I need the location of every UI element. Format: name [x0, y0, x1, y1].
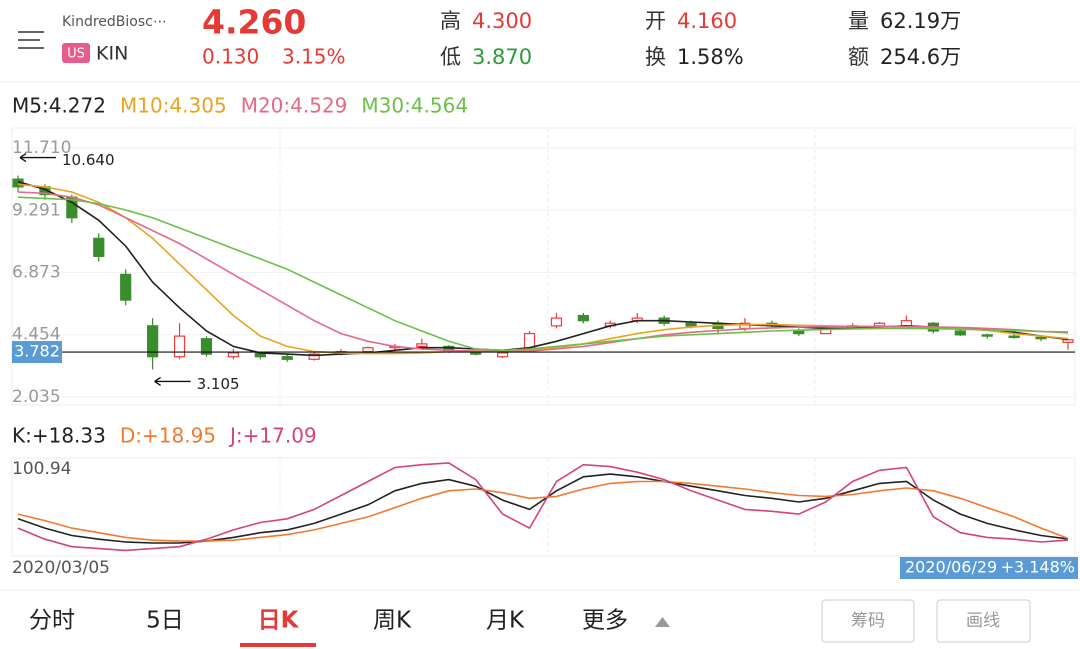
- button-frame[interactable]: [821, 599, 915, 643]
- annotation-arrow: [154, 376, 191, 387]
- tab[interactable]: 日K: [258, 608, 300, 634]
- legend-entry: M20:4.529: [241, 94, 348, 118]
- y-tick-label: 4.454: [12, 325, 61, 345]
- candle-body: [981, 334, 993, 337]
- candle-body: [793, 330, 805, 335]
- series-line: [17, 480, 1069, 542]
- candle-body: [120, 273, 132, 301]
- annotation-label: 3.105: [197, 375, 240, 393]
- button-frame[interactable]: [936, 599, 1031, 643]
- candle-body: [497, 352, 509, 358]
- legend-entry: J:+17.09: [228, 424, 317, 448]
- candle-body: [1035, 336, 1047, 340]
- tab[interactable]: 5日: [146, 608, 184, 634]
- candle-body: [281, 356, 293, 360]
- tab[interactable]: 更多: [582, 608, 628, 634]
- candle-body: [308, 353, 320, 360]
- candle-body: [1062, 339, 1074, 343]
- candle-body: [550, 317, 563, 327]
- legend-entry: M10:4.305: [120, 94, 227, 118]
- y-tick-label: 11.710: [12, 138, 71, 158]
- candle-body: [416, 343, 428, 348]
- stat-label: 换: [645, 45, 666, 69]
- date-start: 2020/03/05: [12, 558, 110, 578]
- date-end: 2020/06/29: [905, 558, 997, 577]
- stat-label: 低: [440, 45, 461, 69]
- legend-entry: M30:4.564: [361, 94, 468, 118]
- candle-body: [685, 322, 697, 327]
- annotation-arrow: [19, 152, 56, 163]
- legend-entry: M5:4.272: [12, 94, 106, 118]
- plot-frame: [11, 457, 1076, 557]
- stat-label: 开: [645, 9, 666, 33]
- candle-body: [173, 335, 186, 358]
- change-pct: 3.15%: [282, 45, 346, 69]
- series-line: [17, 196, 1069, 352]
- date-change: +3.148%: [1001, 558, 1075, 577]
- tab[interactable]: 月K: [486, 608, 525, 634]
- stat-value: 62.19万: [880, 9, 961, 33]
- y-tick-label: 100.94: [12, 459, 71, 479]
- candle-body: [873, 322, 886, 327]
- change: 0.130: [202, 45, 259, 69]
- market-label: US: [67, 47, 85, 62]
- y-tick-label: 9.291: [12, 200, 61, 220]
- candle-body: [227, 352, 239, 358]
- candle-body: [200, 338, 213, 355]
- tab[interactable]: 分时: [29, 608, 75, 634]
- series-line: [17, 462, 1069, 552]
- series-line: [17, 473, 1069, 544]
- legend-entry: K:+18.33: [12, 424, 106, 448]
- ref-label: 3.782: [14, 342, 60, 361]
- candle-body: [577, 314, 589, 322]
- stat-value: 3.870: [472, 45, 532, 69]
- candle-body: [147, 325, 159, 358]
- stat-label: 量: [848, 9, 869, 33]
- annotation-label: 10.640: [62, 151, 115, 169]
- stat-label: 高: [440, 9, 461, 33]
- y-tick-label: 6.873: [12, 262, 61, 282]
- candle-body: [362, 347, 374, 353]
- more-arrow[interactable]: [655, 617, 670, 627]
- stock-name: KindredBiosc⋯: [62, 14, 167, 30]
- stat-label: 额: [848, 45, 869, 69]
- menu-icon[interactable]: [18, 31, 44, 49]
- series-line: [17, 180, 1069, 357]
- candle-body: [1008, 335, 1020, 339]
- date-badge: [900, 557, 1078, 579]
- plot-frame: [11, 127, 1076, 406]
- tab-underline: [240, 643, 316, 647]
- stat-value: 4.160: [677, 9, 737, 33]
- series-line: [17, 191, 1069, 353]
- ticker: KIN: [96, 43, 128, 65]
- market-badge: [62, 43, 90, 63]
- button-label[interactable]: 画线: [966, 611, 1000, 631]
- price: 4.260: [202, 3, 306, 42]
- ref-badge: [12, 341, 62, 364]
- y-tick-label: 2.035: [12, 387, 61, 407]
- tab[interactable]: 周K: [373, 608, 412, 634]
- stat-value: 4.300: [472, 9, 532, 33]
- candle-body: [93, 237, 105, 257]
- candle-body: [954, 330, 966, 336]
- stat-value: 254.6万: [880, 45, 961, 69]
- legend-entry: D:+18.95: [120, 424, 216, 448]
- button-label[interactable]: 筹码: [851, 611, 885, 631]
- stat-value: 1.58%: [677, 45, 744, 69]
